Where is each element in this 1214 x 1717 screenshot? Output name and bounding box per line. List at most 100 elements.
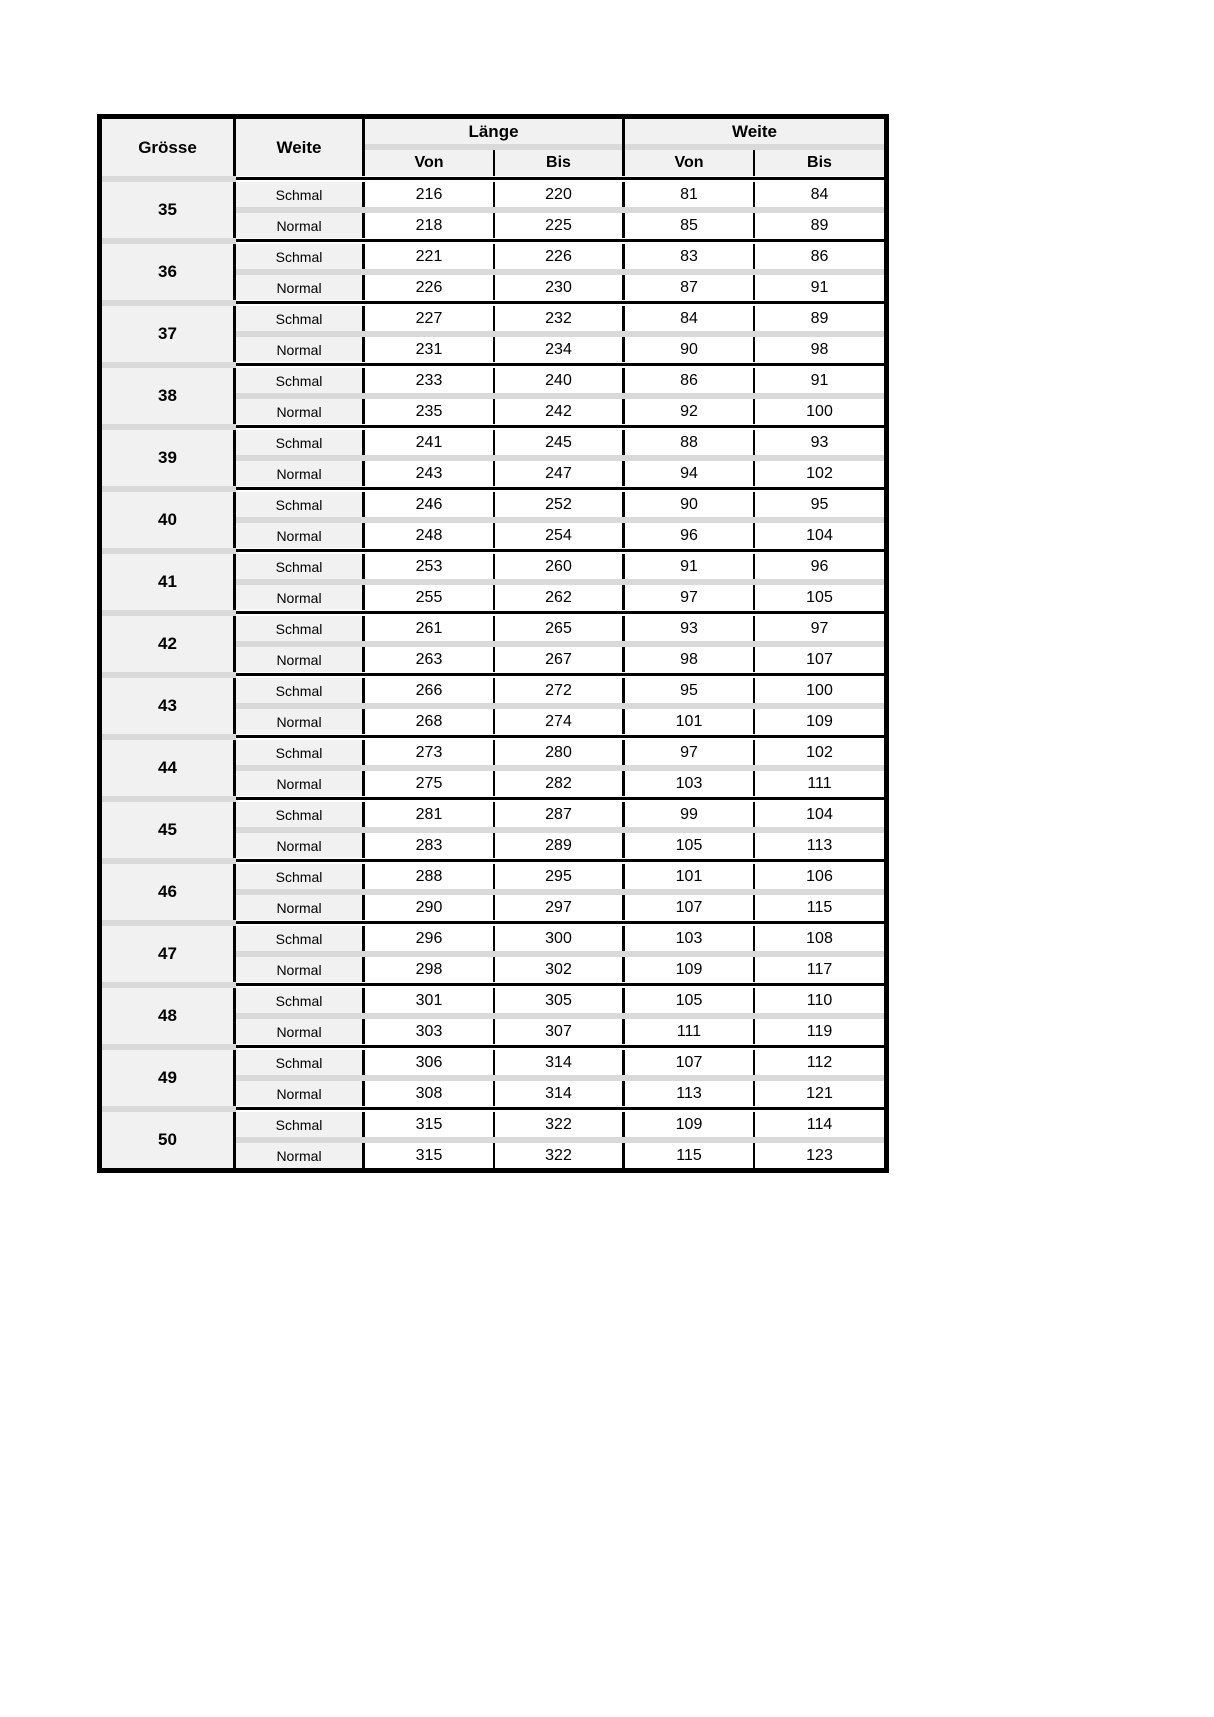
separator-size-stripe (102, 672, 236, 678)
weite-von-value: 97 (625, 740, 755, 765)
laenge-von-value: 281 (365, 802, 495, 827)
weite-bis-value: 104 (806, 526, 833, 544)
size-group-rows: Schmal 221 226 83 86 Normal 226 230 87 9… (236, 244, 884, 300)
width-type-label: Normal (236, 523, 365, 548)
laenge-bis-value: 302 (495, 957, 625, 982)
width-type-label: Normal (236, 213, 365, 238)
separator-line (236, 1044, 884, 1050)
table-row-normal: Normal 255 262 97 105 (236, 585, 884, 610)
separator-line (236, 672, 884, 678)
size-group: 50 Schmal 315 322 109 114 Normal 315 322… (102, 1112, 884, 1168)
laenge-von-value: 231 (365, 337, 495, 362)
size-group: 43 Schmal 266 272 95 100 Normal 268 274 … (102, 678, 884, 734)
size-group-rows: Schmal 261 265 93 97 Normal 263 267 98 1… (236, 616, 884, 672)
laenge-bis-value: 314 (495, 1050, 625, 1075)
weite-von-value: 115 (625, 1143, 755, 1168)
table-row-schmal: Schmal 315 322 109 114 (236, 1112, 884, 1137)
table-row-schmal: Schmal 266 272 95 100 (236, 678, 884, 703)
laenge-bis-value: 267 (495, 647, 625, 672)
row-divider-stripe (236, 393, 884, 399)
width-type-label: Schmal (236, 926, 365, 951)
weite-von-value: 95 (625, 678, 755, 703)
row-divider-stripe (236, 207, 884, 213)
weite-bis-value: 110 (806, 991, 833, 1009)
table-row-schmal: Schmal 241 245 88 93 (236, 430, 884, 455)
table-row-normal: Normal 231 234 90 98 (236, 337, 884, 362)
table-row-schmal: Schmal 261 265 93 97 (236, 616, 884, 641)
width-type-label: Schmal (236, 368, 365, 393)
header-width-type-cell: Weite (236, 119, 365, 176)
weite-bis-value: 123 (806, 1146, 833, 1164)
table-row-schmal: Schmal 306 314 107 112 (236, 1050, 884, 1075)
laenge-bis-value: 274 (495, 709, 625, 734)
width-type-label: Normal (236, 585, 365, 610)
separator-size-stripe (102, 920, 236, 926)
width-type-label: Schmal (236, 554, 365, 579)
size-group-rows: Schmal 301 305 105 110 Normal 303 307 11… (236, 988, 884, 1044)
laenge-von-value: 266 (365, 678, 495, 703)
laenge-bis-value: 234 (495, 337, 625, 362)
width-type-label: Normal (236, 275, 365, 300)
laenge-bis-value: 287 (495, 802, 625, 827)
group-separator (102, 672, 884, 678)
size-group-rows: Schmal 246 252 90 95 Normal 248 254 96 1… (236, 492, 884, 548)
row-divider-stripe (236, 889, 884, 895)
weite-bis-value: 91 (810, 278, 829, 296)
laenge-bis-value: 242 (495, 399, 625, 424)
separator-line (236, 796, 884, 802)
weite-bis-value: 98 (810, 340, 829, 358)
size-group-rows: Schmal 306 314 107 112 Normal 308 314 11… (236, 1050, 884, 1106)
weite-von-value: 96 (625, 523, 755, 548)
group-separator (102, 920, 884, 926)
weite-bis-value: 89 (810, 216, 829, 234)
separator-line (236, 424, 884, 430)
weite-von-value: 94 (625, 461, 755, 486)
table-row-normal: Normal 218 225 85 89 (236, 213, 884, 238)
laenge-bis-value: 260 (495, 554, 625, 579)
weite-von-value: 111 (625, 1019, 755, 1044)
weite-von-value: 88 (625, 430, 755, 455)
weite-bis-value: 100 (806, 402, 833, 420)
weite-von-value: 109 (625, 957, 755, 982)
group-separator (102, 734, 884, 740)
laenge-von-value: 261 (365, 616, 495, 641)
size-group: 49 Schmal 306 314 107 112 Normal 308 314… (102, 1050, 884, 1106)
size-group-rows: Schmal 233 240 86 91 Normal 235 242 92 1… (236, 368, 884, 424)
laenge-von-value: 253 (365, 554, 495, 579)
table-row-normal: Normal 303 307 111 119 (236, 1019, 884, 1044)
weite-von-value: 93 (625, 616, 755, 641)
table-row-schmal: Schmal 296 300 103 108 (236, 926, 884, 951)
size-value: 38 (102, 368, 236, 424)
header-length-label: Länge (365, 119, 622, 144)
table-row-normal: Normal 275 282 103 111 (236, 771, 884, 796)
weite-von-value: 90 (625, 492, 755, 517)
table-row-normal: Normal 263 267 98 107 (236, 647, 884, 672)
size-group: 38 Schmal 233 240 86 91 Normal 235 242 9… (102, 368, 884, 424)
laenge-von-value: 303 (365, 1019, 495, 1044)
table-row-normal: Normal 308 314 113 121 (236, 1081, 884, 1106)
group-separator (102, 610, 884, 616)
weite-bis-value: 102 (806, 743, 833, 761)
size-value: 45 (102, 802, 236, 858)
laenge-bis-value: 232 (495, 306, 625, 331)
size-group: 46 Schmal 288 295 101 106 Normal 290 297… (102, 864, 884, 920)
width-type-label: Normal (236, 833, 365, 858)
width-type-label: Normal (236, 461, 365, 486)
width-type-label: Schmal (236, 430, 365, 455)
row-divider-stripe (236, 1075, 884, 1081)
width-type-label: Schmal (236, 740, 365, 765)
weite-bis-value: 109 (806, 712, 833, 730)
weite-von-value: 113 (625, 1081, 755, 1106)
laenge-von-value: 226 (365, 275, 495, 300)
laenge-von-value: 308 (365, 1081, 495, 1106)
weite-bis-value: 114 (806, 1115, 833, 1133)
table-row-normal: Normal 226 230 87 91 (236, 275, 884, 300)
size-value: 42 (102, 616, 236, 672)
laenge-von-value: 268 (365, 709, 495, 734)
weite-von-value: 103 (625, 771, 755, 796)
table-row-schmal: Schmal 233 240 86 91 (236, 368, 884, 393)
width-type-label: Schmal (236, 306, 365, 331)
size-group-rows: Schmal 273 280 97 102 Normal 275 282 103… (236, 740, 884, 796)
weite-von-value: 87 (625, 275, 755, 300)
laenge-bis-value: 225 (495, 213, 625, 238)
